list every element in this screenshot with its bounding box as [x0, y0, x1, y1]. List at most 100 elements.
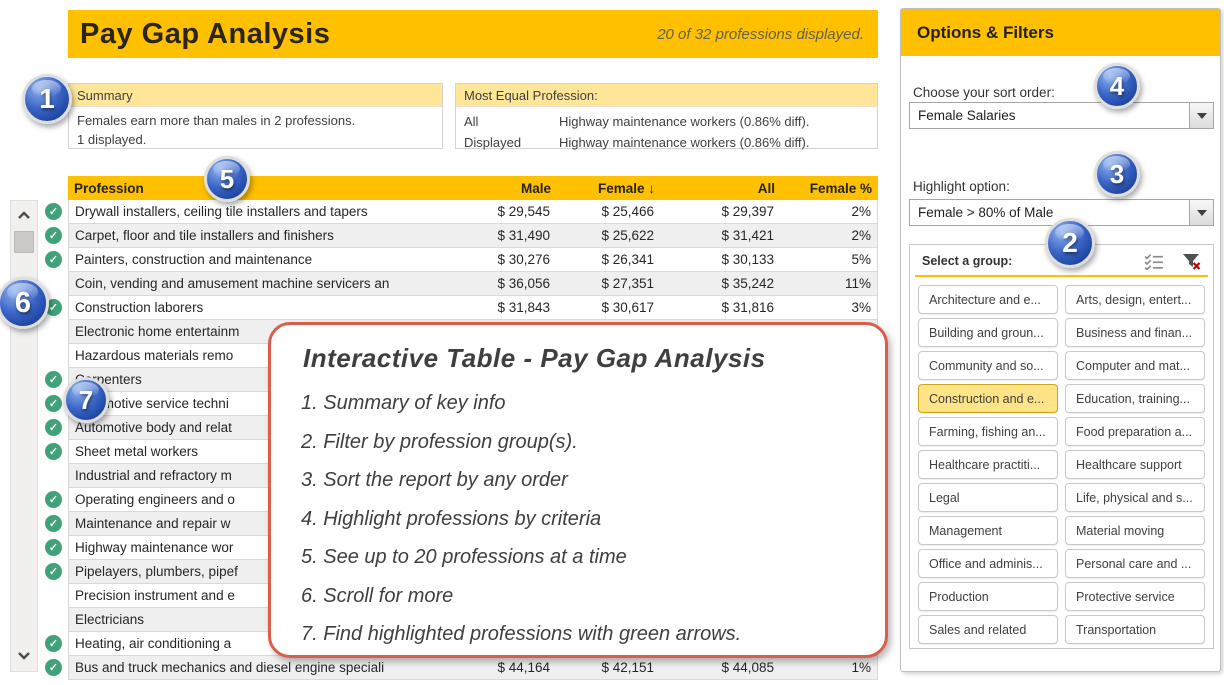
summary-line-1: Females earn more than males in 2 profes…	[77, 113, 356, 128]
table-header-row: Profession Male Female ↓ All Female %	[68, 176, 878, 200]
table-row: Coin, vending and amusement machine serv…	[69, 272, 877, 296]
most-equal-row-all: All Highway maintenance workers (0.86% d…	[464, 111, 869, 132]
column-header-male[interactable]: Male	[520, 180, 551, 196]
sort-order-label: Choose your sort order:	[913, 85, 1055, 100]
check-layer: ✓ ✓ ✓ ✓ ✓ ✓ ✓ ✓ ✓ ✓ ✓ ✓ ✓ ✓	[45, 200, 65, 682]
cell-profession: Drywall installers, ceiling tile install…	[75, 204, 368, 219]
table-row: Bus and truck mechanics and diesel engin…	[69, 656, 877, 680]
cell-all: $ 30,133	[721, 252, 774, 267]
cell-profession: Automotive body and relat	[75, 420, 232, 435]
callout-item: 4. Highlight professions by criteria	[301, 507, 602, 530]
column-header-all[interactable]: All	[757, 180, 775, 196]
cell-profession: Construction laborers	[75, 300, 204, 315]
cell-female: $ 26,341	[601, 252, 654, 267]
instructions-callout: Interactive Table - Pay Gap Analysis 1. …	[268, 322, 888, 658]
cell-male: $ 44,164	[497, 660, 550, 675]
cell-female: $ 25,622	[601, 228, 654, 243]
group-button[interactable]: Business and finan...	[1065, 318, 1205, 347]
cell-all: $ 44,085	[721, 660, 774, 675]
group-button[interactable]: Production	[918, 582, 1058, 611]
highlight-check-icon: ✓	[45, 227, 62, 244]
group-button[interactable]: Building and groun...	[918, 318, 1058, 347]
group-button[interactable]: Architecture and e...	[918, 285, 1058, 314]
most-equal-label: Displayed	[464, 135, 522, 150]
select-all-checklist-icon[interactable]	[1144, 253, 1164, 270]
group-grid: Architecture and e... Arts, design, enter…	[910, 281, 1213, 648]
group-button[interactable]: Computer and mat...	[1065, 351, 1205, 380]
highlight-check-icon: ✓	[45, 515, 62, 532]
options-filters-panel: Options & Filters Choose your sort order…	[900, 8, 1221, 672]
page-header: Pay Gap Analysis 20 of 32 professions di…	[68, 10, 878, 58]
clear-filter-icon[interactable]	[1182, 253, 1201, 270]
highlight-check-icon: ✓	[45, 539, 62, 556]
callout-item: 5. See up to 20 professions at a time	[301, 546, 627, 568]
select-group-label: Select a group:	[922, 254, 1013, 268]
group-button[interactable]: Material moving	[1065, 516, 1205, 545]
cell-female: $ 25,466	[601, 204, 654, 219]
group-button[interactable]: Arts, design, entert...	[1065, 285, 1205, 314]
table-scrollbar[interactable]	[10, 200, 38, 672]
most-equal-title: Most Equal Profession:	[456, 84, 877, 107]
highlight-check-icon: ✓	[45, 251, 62, 268]
highlight-dropdown-button[interactable]	[1189, 200, 1213, 225]
cell-female-pct: 3%	[851, 300, 871, 315]
group-button[interactable]: Sales and related	[918, 615, 1058, 644]
cell-male: $ 31,490	[497, 228, 550, 243]
group-filter-box: Select a group:	[909, 244, 1214, 649]
group-button[interactable]: Food preparation a...	[1065, 417, 1205, 446]
cell-profession: Precision instrument and e	[75, 588, 235, 603]
cell-male: $ 29,545	[497, 204, 550, 219]
summary-line-2: 1 displayed.	[77, 132, 147, 147]
cell-profession: Electricians	[75, 612, 145, 627]
scroll-up-button[interactable]	[11, 205, 37, 225]
group-button[interactable]: Protective service	[1065, 582, 1205, 611]
callout-list: 1. Summary of key info 2. Filter by profe…	[301, 384, 857, 654]
highlight-check-icon: ✓	[45, 491, 62, 508]
highlight-option-dropdown[interactable]: Female > 80% of Male	[909, 199, 1214, 226]
sort-order-value: Female Salaries	[918, 108, 1016, 123]
group-button[interactable]: Healthcare support	[1065, 450, 1205, 479]
professions-displayed-note: 20 of 32 professions displayed.	[657, 25, 864, 43]
scroll-down-button[interactable]	[11, 645, 37, 665]
cell-female-pct: 1%	[851, 660, 871, 675]
column-header-female-pct[interactable]: Female %	[809, 180, 872, 196]
sort-order-dropdown[interactable]: Female Salaries	[909, 102, 1214, 129]
group-button[interactable]: Personal care and ...	[1065, 549, 1205, 578]
summary-box: Summary Females earn more than males in …	[68, 83, 443, 149]
callout-item: 2. Filter by profession group(s).	[301, 430, 578, 453]
cell-female: $ 30,617	[601, 300, 654, 315]
gold-divider	[915, 275, 1208, 277]
group-button[interactable]: Office and adminis...	[918, 549, 1058, 578]
highlight-check-icon: ✓	[45, 203, 62, 220]
cell-female-pct: 11%	[844, 276, 871, 291]
column-header-female-sorted[interactable]: Female ↓	[597, 180, 655, 196]
most-equal-value: Highway maintenance workers (0.86% diff)…	[559, 135, 810, 150]
cell-male: $ 30,276	[497, 252, 550, 267]
table-row: Drywall installers, ceiling tile install…	[69, 200, 877, 224]
callout-item: 7. Find highlighted professions with gre…	[301, 623, 742, 645]
scrollbar-thumb[interactable]	[14, 231, 34, 253]
group-button[interactable]: Legal	[918, 483, 1058, 512]
chevron-up-icon	[18, 210, 30, 219]
table-row: Construction laborers $ 31,843 $ 30,617 $ 3…	[69, 296, 877, 320]
group-button[interactable]: Healthcare practiti...	[918, 450, 1058, 479]
sort-order-dropdown-button[interactable]	[1189, 103, 1213, 128]
group-button[interactable]: Management	[918, 516, 1058, 545]
highlight-check-icon: ✓	[45, 659, 62, 676]
cell-all: $ 29,397	[721, 204, 774, 219]
group-button[interactable]: Transportation	[1065, 615, 1205, 644]
chevron-down-icon	[18, 651, 30, 660]
cell-profession: Operating engineers and o	[75, 492, 235, 507]
group-button[interactable]: Construction and e...	[918, 384, 1058, 413]
group-button[interactable]: Life, physical and s...	[1065, 483, 1205, 512]
group-button[interactable]: Farming, fishing an...	[918, 417, 1058, 446]
cell-profession: Heating, air conditioning a	[75, 636, 232, 651]
most-equal-box: Most Equal Profession: All Highway maint…	[455, 83, 878, 150]
group-button[interactable]: Community and so...	[918, 351, 1058, 380]
triangle-down-icon	[1196, 112, 1207, 124]
highlight-check-icon: ✓	[45, 443, 62, 460]
cell-female: $ 27,351	[601, 276, 654, 291]
column-header-profession[interactable]: Profession	[74, 180, 144, 196]
group-button[interactable]: Education, training...	[1065, 384, 1205, 413]
